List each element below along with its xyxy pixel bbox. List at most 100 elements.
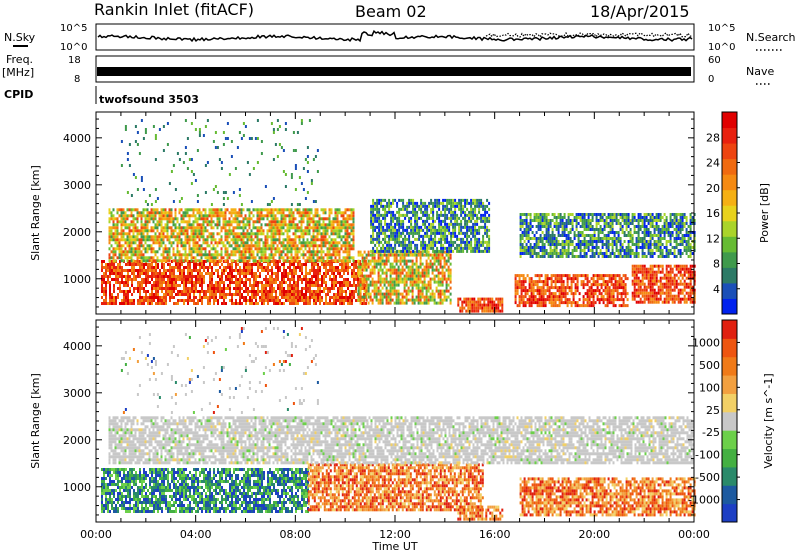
data-cell xyxy=(144,226,147,230)
data-cell xyxy=(134,223,137,227)
data-cell xyxy=(426,249,429,253)
data-cell xyxy=(146,238,149,242)
data-cell xyxy=(297,299,299,302)
data-cell xyxy=(158,232,161,236)
data-cell xyxy=(182,241,185,245)
data-cell xyxy=(252,223,255,227)
data-cell xyxy=(484,228,487,232)
data-cell xyxy=(482,237,485,241)
data-cell xyxy=(101,266,103,269)
data-cell xyxy=(440,240,443,244)
data-cell xyxy=(322,220,325,224)
data-cell xyxy=(314,253,317,257)
data-cell xyxy=(439,271,442,275)
data-cell xyxy=(103,290,105,293)
data-cell xyxy=(385,295,388,299)
data-cell xyxy=(394,234,397,238)
data-cell xyxy=(182,253,185,257)
data-cell xyxy=(482,240,485,244)
data-cell xyxy=(298,247,301,251)
data-cell xyxy=(401,277,404,281)
data-cell xyxy=(158,244,161,248)
data-cell xyxy=(229,263,231,266)
data-cell xyxy=(309,293,311,296)
data-cell xyxy=(175,302,177,305)
data-cell xyxy=(196,247,199,251)
data-cell xyxy=(516,283,519,287)
data-cell xyxy=(352,244,355,248)
data-cell xyxy=(380,225,383,229)
data-cell xyxy=(410,219,413,223)
data-cell xyxy=(293,293,295,296)
data-cell xyxy=(446,207,449,211)
data-cell xyxy=(224,247,227,251)
data-cell xyxy=(269,281,271,284)
data-cell xyxy=(426,216,429,220)
data-cell xyxy=(486,198,489,202)
data-cell xyxy=(229,284,231,287)
data-cell xyxy=(263,296,265,299)
data-cell xyxy=(152,211,155,215)
data-cell xyxy=(126,223,129,227)
data-cell xyxy=(152,259,155,263)
data-cell xyxy=(534,289,537,293)
data-cell xyxy=(136,226,139,230)
data-cell xyxy=(449,301,452,305)
data-cell xyxy=(161,299,163,302)
data-cell xyxy=(436,213,439,217)
data-cell xyxy=(316,259,319,263)
data-cell xyxy=(419,262,422,266)
data-cell xyxy=(477,306,480,310)
data-cell xyxy=(279,302,281,305)
data-cell xyxy=(290,211,293,215)
data-cell xyxy=(329,287,331,290)
data-cell xyxy=(456,237,459,241)
data-cell xyxy=(442,231,445,235)
data-cell xyxy=(301,299,303,302)
data-cell xyxy=(144,217,147,221)
data-cell xyxy=(472,201,475,205)
data-cell xyxy=(236,226,239,230)
data-cell xyxy=(224,250,227,254)
data-cell xyxy=(268,235,271,239)
data-cell xyxy=(150,226,153,230)
data-cell xyxy=(480,219,483,223)
data-cell xyxy=(310,226,313,230)
data-cell xyxy=(307,272,309,275)
data-cell xyxy=(180,259,183,263)
data-cell xyxy=(359,268,362,272)
data-cell xyxy=(473,306,476,310)
data-cell xyxy=(530,280,533,284)
data-cell xyxy=(401,253,404,257)
data-cell xyxy=(460,243,463,247)
data-cell xyxy=(410,228,413,232)
data-cell xyxy=(353,290,355,293)
data-cell xyxy=(120,208,123,212)
data-cell xyxy=(409,253,412,257)
data-cell xyxy=(294,241,297,245)
data-cell xyxy=(163,296,165,299)
data-cell xyxy=(147,272,149,275)
data-cell xyxy=(450,204,453,208)
data-cell xyxy=(316,220,319,224)
data-cell xyxy=(418,225,421,229)
data-cell xyxy=(427,268,430,272)
data-cell xyxy=(336,217,339,221)
data-cell xyxy=(495,306,498,310)
data-cell xyxy=(460,246,463,250)
data-cell xyxy=(466,249,469,253)
data-cell xyxy=(341,302,343,305)
data-cell xyxy=(369,268,372,272)
data-cell xyxy=(195,275,197,278)
data-cell xyxy=(339,302,341,305)
data-cell xyxy=(460,207,463,211)
data-cell xyxy=(105,266,107,269)
data-cell xyxy=(365,296,367,299)
data-cell xyxy=(252,259,255,263)
data-cell xyxy=(166,247,169,251)
data-cell xyxy=(534,274,537,278)
data-cell xyxy=(185,266,187,269)
data-cell xyxy=(464,243,467,247)
data-cell xyxy=(200,217,203,221)
